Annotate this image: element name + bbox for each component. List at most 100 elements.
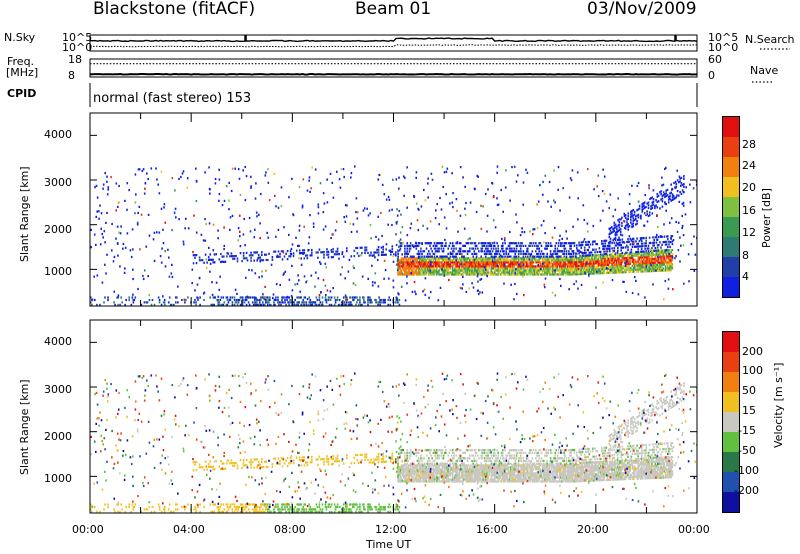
velocity-cell (462, 470, 464, 473)
power-cell (680, 176, 683, 179)
power-cell (467, 242, 470, 245)
power-cell (520, 257, 522, 260)
power-cell (409, 267, 412, 270)
power-cell (486, 267, 488, 270)
power-cell (248, 254, 251, 257)
power-cell (642, 245, 644, 248)
power-cell (308, 236, 311, 239)
power-cell (620, 249, 622, 252)
power-cell (308, 301, 311, 304)
velocity-cell (417, 476, 420, 479)
power-cell (407, 269, 410, 272)
power-cell (609, 237, 612, 240)
power-cell (453, 263, 455, 266)
power-cell (399, 247, 402, 250)
power-cell (546, 255, 548, 258)
power-cell (300, 303, 302, 306)
power-cell (642, 202, 645, 205)
power-cell (444, 255, 446, 258)
power-cell (344, 294, 347, 297)
power-cell (275, 205, 277, 208)
power-cell (563, 269, 566, 272)
power-cell (382, 253, 384, 256)
power-cell (245, 276, 247, 279)
velocity-cell (400, 472, 403, 475)
power-cell (603, 257, 605, 261)
power-cell (440, 255, 443, 258)
power-cell (478, 263, 480, 266)
power-cell (440, 244, 443, 247)
velocity-cell (447, 466, 449, 469)
power-cell (406, 234, 409, 237)
power-cell (489, 259, 492, 262)
power-cell (678, 194, 680, 197)
power-cell (474, 244, 477, 247)
power-cell (417, 273, 420, 276)
power-cell (407, 257, 410, 260)
power-cell (646, 270, 649, 273)
power-cell (513, 255, 515, 258)
power-cell (618, 244, 620, 247)
power-cell (502, 244, 504, 247)
power-cell (233, 257, 236, 260)
power-cell (438, 271, 440, 274)
velocity-cell (424, 480, 427, 483)
power-cell (259, 237, 261, 240)
power-cell (662, 267, 665, 270)
power-cell (363, 207, 366, 210)
velocity-cell (429, 449, 431, 452)
power-cell (514, 282, 516, 286)
power-cell (342, 168, 345, 171)
power-cell (507, 261, 510, 264)
power-cell (467, 273, 470, 276)
power-cell (111, 222, 113, 226)
power-cell (611, 263, 613, 266)
velocity-cell (463, 457, 465, 460)
power-cell (576, 267, 578, 270)
power-cell (428, 273, 430, 276)
power-cell (512, 265, 514, 268)
power-cell (527, 265, 529, 268)
velocity-cell (463, 466, 465, 469)
power-cell (377, 301, 379, 304)
power-cell (195, 262, 198, 265)
power-cell (374, 251, 377, 254)
velocity-cell (416, 459, 419, 462)
power-cell (335, 250, 337, 253)
velocity-cell (425, 449, 428, 452)
power-cell (513, 298, 515, 301)
power-cell (299, 290, 301, 293)
power-cell (471, 273, 473, 276)
power-cell (251, 254, 254, 257)
power-cell (496, 273, 498, 276)
power-cell (586, 266, 588, 269)
power-cell (574, 269, 577, 272)
power-cell (269, 303, 271, 306)
power-cell (113, 301, 115, 304)
power-cell (447, 267, 449, 270)
power-cell (245, 298, 248, 302)
velocity-cell (447, 480, 449, 483)
power-cell (103, 301, 105, 304)
power-cell (475, 269, 478, 272)
power-cell (565, 242, 568, 245)
power-cell (642, 254, 644, 257)
power-cell (511, 257, 513, 260)
velocity-cell (458, 464, 461, 467)
velocity-cell (421, 464, 423, 467)
power-cell (657, 253, 660, 256)
power-cell (407, 263, 410, 266)
power-cell (572, 257, 575, 260)
velocity-cell (465, 470, 468, 473)
velocity-cell (467, 478, 470, 481)
power-cell (554, 273, 556, 276)
power-cell (599, 272, 602, 275)
power-cell (480, 247, 482, 250)
power-cell (177, 301, 179, 304)
power-cell (520, 242, 522, 245)
velocity-cell (423, 466, 426, 469)
power-cell (494, 261, 496, 264)
power-cell (475, 265, 478, 268)
power-cell (604, 265, 606, 269)
power-cell (527, 257, 529, 260)
